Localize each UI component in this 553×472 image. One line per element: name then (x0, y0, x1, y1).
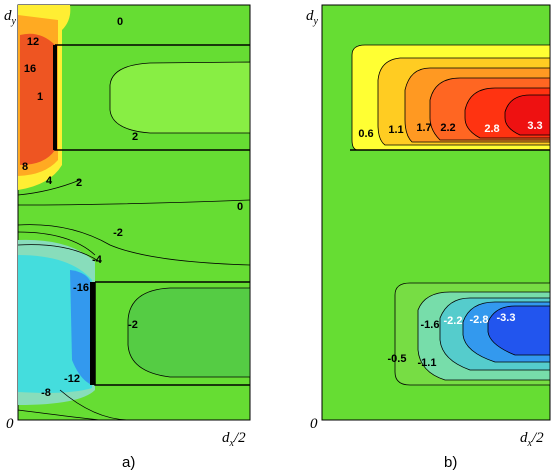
contour-label: 2 (76, 177, 82, 189)
contour-region (109, 61, 251, 134)
origin-label: 0 (310, 416, 318, 432)
contour-label: 1.7 (416, 122, 431, 134)
contour-label: 1 (37, 91, 43, 103)
contour-label: -16 (73, 282, 89, 294)
contour-label: -0.5 (388, 353, 407, 365)
electrode-edge (90, 282, 95, 385)
contour-label: 4 (46, 175, 53, 187)
contour-region (20, 33, 55, 165)
x-axis-label: dx/2 (222, 430, 246, 449)
contour-region (127, 287, 251, 378)
contour-line (17, 231, 131, 421)
contour-label: -3.3 (497, 312, 516, 324)
y-axis-label: dy (306, 8, 319, 27)
contour-label: -1.6 (421, 319, 440, 331)
contour-label: 2 (132, 131, 138, 143)
contour-label: 8 (22, 161, 28, 173)
contour-label: -4 (92, 254, 103, 266)
contour-label: 2.8 (484, 123, 499, 135)
contour-label: -12 (64, 373, 80, 385)
origin-label: 0 (6, 416, 14, 432)
panel-b: 0.6 1.1 1.7 2.2 2.8 3.3 -0.5 -1.1 -1.6 -2.2 -2.8 -3… (306, 4, 551, 471)
contour-label: -1.1 (418, 357, 437, 369)
contour-label: -8 (41, 387, 51, 399)
contour-label: -2.8 (470, 314, 489, 326)
caption: a) (122, 454, 135, 471)
contour-label: 12 (27, 36, 39, 48)
contour-label: 0.6 (358, 128, 373, 140)
y-axis-label: dy (4, 8, 17, 27)
contour-label: 0 (237, 201, 243, 213)
contour-label: 2.2 (440, 122, 455, 134)
contour-line (17, 179, 251, 266)
contour-label: -2 (128, 319, 138, 331)
panel-a: 0 12 16 1 8 4 2 2 0 -2 -4 -16 -2 -12 -8 dy 0 dx/2 a) (4, 4, 251, 471)
x-axis-label: dx/2 (520, 430, 544, 449)
contour-region (504, 94, 551, 136)
electrode-edge (53, 45, 57, 150)
contour-label: -2.2 (444, 315, 463, 327)
contour-line (17, 199, 251, 206)
contour-label: 3.3 (527, 120, 542, 132)
contour-region (487, 305, 551, 356)
caption: b) (444, 454, 457, 471)
contour-label: 16 (24, 63, 36, 75)
contour-label: 1.1 (388, 124, 403, 136)
contour-region (70, 270, 92, 385)
contour-label: -2 (113, 227, 123, 239)
contour-label: 0 (117, 16, 123, 28)
